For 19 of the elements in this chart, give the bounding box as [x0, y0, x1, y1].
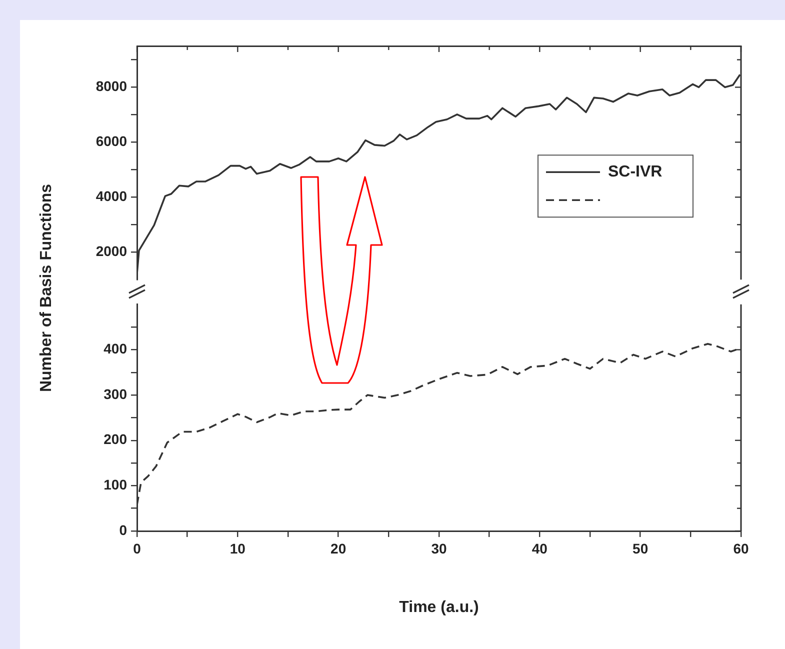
y-tick-label: 300 — [104, 386, 128, 402]
x-tick-label: 60 — [733, 540, 749, 556]
legend-label: SC-IVR — [608, 164, 663, 181]
x-tick-label: 50 — [632, 540, 648, 556]
y-axis-title: Number of Basis Functions — [38, 184, 56, 392]
y-tick-label: 400 — [104, 340, 128, 357]
y-tick-label: 6000 — [96, 133, 128, 150]
x-tick-label: 10 — [230, 540, 246, 556]
y-tick-label: 4000 — [96, 188, 128, 204]
x-tick-label: 0 — [133, 540, 142, 556]
y-tick-label: 2000 — [96, 242, 128, 259]
x-tick-label: 30 — [431, 540, 447, 556]
y-tick-label: 100 — [104, 476, 128, 493]
x-tick-label: 40 — [532, 540, 548, 556]
y-tick-label: 8000 — [96, 78, 128, 94]
y-tick-label: 200 — [104, 431, 128, 448]
y-tick-label: 0 — [119, 522, 128, 538]
x-axis-title: Time (a.u.) — [399, 598, 479, 616]
x-tick-label: 20 — [330, 540, 346, 556]
